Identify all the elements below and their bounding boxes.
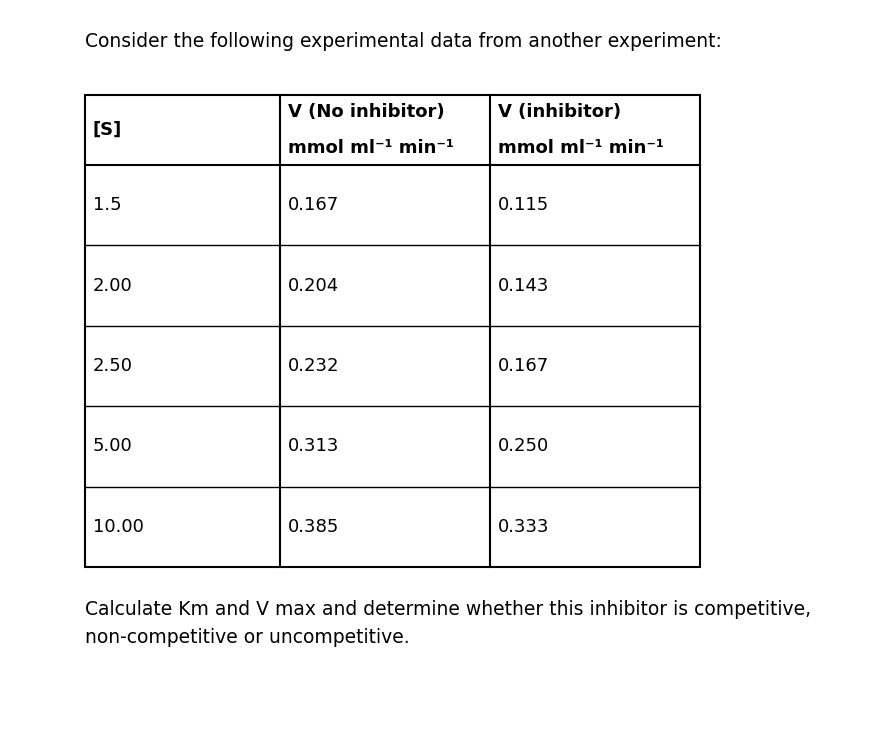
Text: 10.00: 10.00 xyxy=(93,518,144,536)
Text: 5.00: 5.00 xyxy=(93,437,133,455)
Text: 0.313: 0.313 xyxy=(288,437,339,455)
Text: [S]: [S] xyxy=(93,121,122,139)
Text: 1.5: 1.5 xyxy=(93,196,121,214)
Text: 0.115: 0.115 xyxy=(498,196,549,214)
Text: 0.250: 0.250 xyxy=(498,437,549,455)
Text: 0.167: 0.167 xyxy=(498,357,549,375)
Text: mmol ml⁻¹ min⁻¹: mmol ml⁻¹ min⁻¹ xyxy=(498,139,664,157)
Text: 0.385: 0.385 xyxy=(288,518,339,536)
Text: 2.50: 2.50 xyxy=(93,357,133,375)
Text: Consider the following experimental data from another experiment:: Consider the following experimental data… xyxy=(85,32,722,51)
Text: V (inhibitor): V (inhibitor) xyxy=(498,103,621,121)
Text: V (No inhibitor): V (No inhibitor) xyxy=(288,103,445,121)
Text: 0.232: 0.232 xyxy=(288,357,339,375)
Text: 0.143: 0.143 xyxy=(498,276,550,294)
Text: 0.333: 0.333 xyxy=(498,518,550,536)
Bar xyxy=(85,95,700,567)
Text: non-competitive or uncompetitive.: non-competitive or uncompetitive. xyxy=(85,628,410,647)
Text: 2.00: 2.00 xyxy=(93,276,133,294)
Text: mmol ml⁻¹ min⁻¹: mmol ml⁻¹ min⁻¹ xyxy=(288,139,454,157)
Text: Calculate Km and V max and determine whether this inhibitor is competitive,: Calculate Km and V max and determine whe… xyxy=(85,600,811,619)
Text: 0.204: 0.204 xyxy=(288,276,339,294)
Text: 0.167: 0.167 xyxy=(288,196,339,214)
